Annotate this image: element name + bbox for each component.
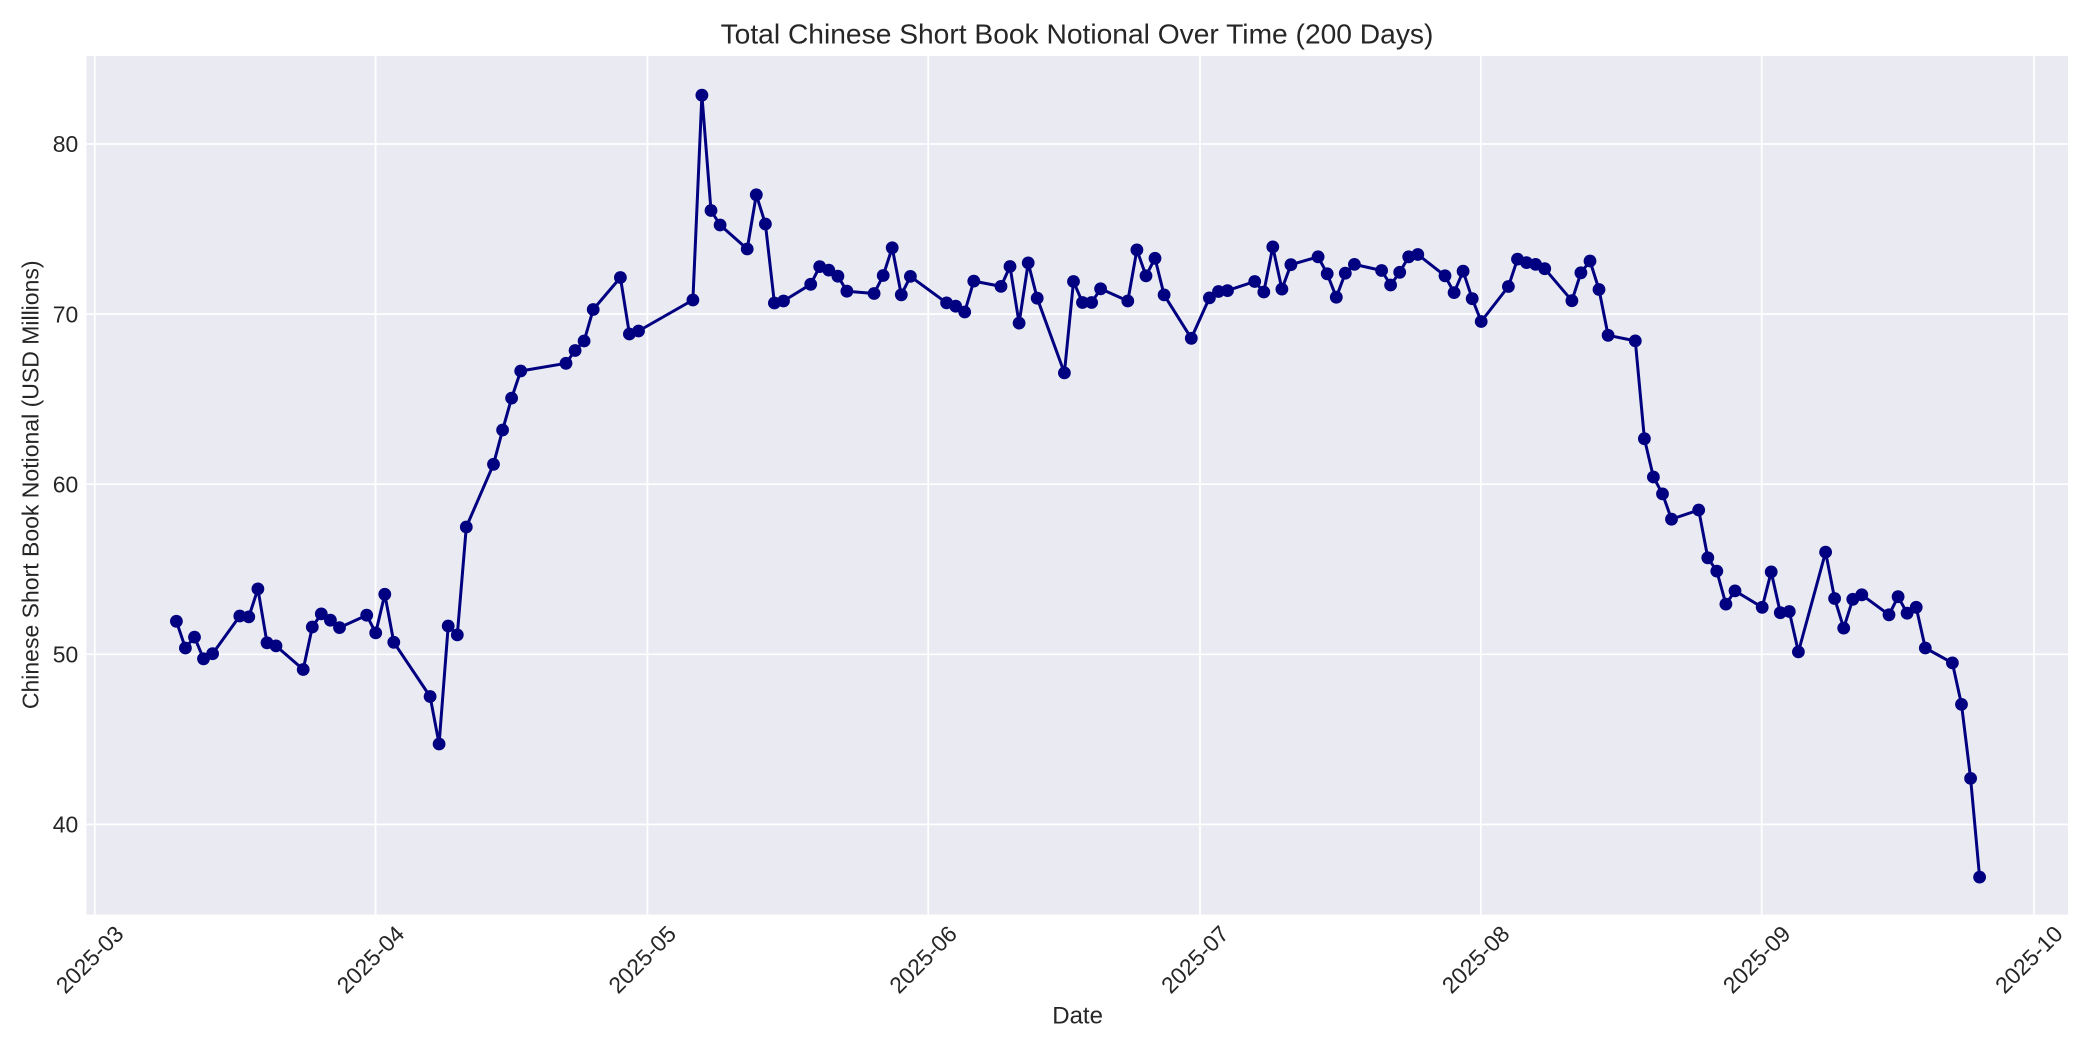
svg-text:Total Chinese Short Book Notio: Total Chinese Short Book Notional Over T… xyxy=(721,17,1434,49)
svg-text:50: 50 xyxy=(53,642,78,668)
svg-text:Date: Date xyxy=(1052,1003,1103,1030)
svg-text:60: 60 xyxy=(53,471,78,497)
svg-text:80: 80 xyxy=(53,131,78,157)
svg-text:70: 70 xyxy=(53,301,78,327)
svg-text:40: 40 xyxy=(53,812,78,838)
svg-text:Chinese Short Book Notional (U: Chinese Short Book Notional (USD Million… xyxy=(17,260,43,709)
